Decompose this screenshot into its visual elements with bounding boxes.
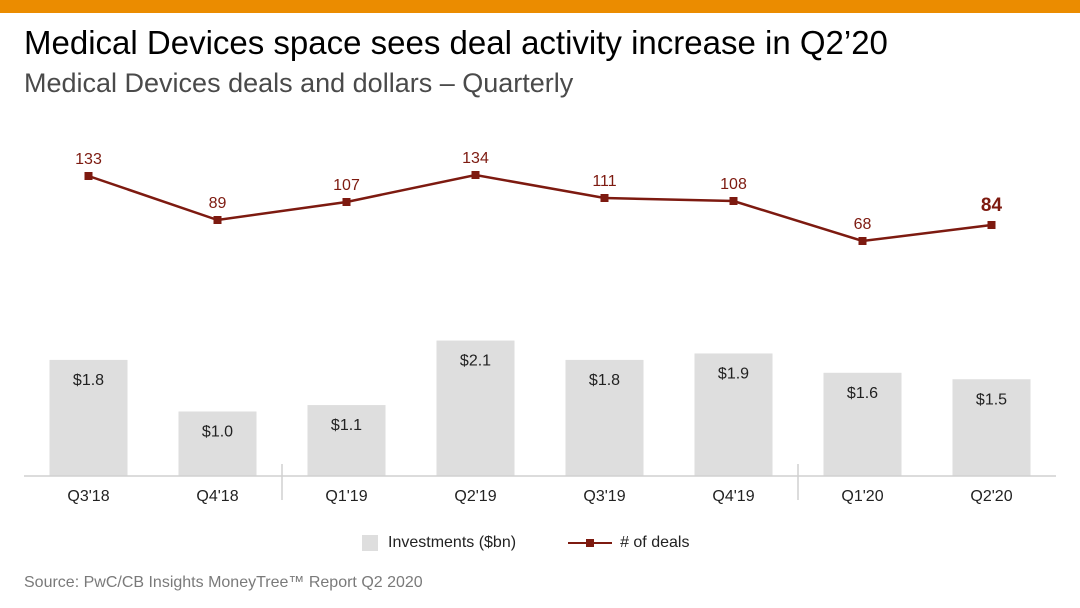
x-tick-label-3: Q2'19: [454, 488, 496, 505]
x-tick-label-6: Q1'20: [841, 488, 883, 505]
legend-item-deals: # of deals: [568, 534, 689, 552]
deals-label-1: 89: [209, 195, 227, 212]
legend-swatch-deals: [568, 535, 613, 551]
deals-point-7: [987, 221, 996, 229]
deals-point-1: [213, 216, 222, 224]
deals-point-4: [600, 194, 609, 202]
legend-label-investments: Investments ($bn): [388, 534, 517, 551]
bar-0: [49, 359, 128, 476]
deals-label-5: 108: [720, 176, 747, 193]
legend-label-deals: # of deals: [620, 534, 690, 551]
bar-label-6: $1.6: [847, 385, 878, 402]
source-note: Source: PwC/CB Insights MoneyTree™ Repor…: [24, 574, 423, 591]
bar-label-2: $1.1: [331, 417, 362, 434]
x-tick-label-5: Q4'19: [712, 488, 754, 505]
bar-2: [307, 405, 386, 476]
top-accent-bar: [0, 0, 1080, 13]
deals-point-0: [84, 172, 93, 180]
bar-label-0: $1.8: [73, 372, 104, 389]
bar-label-1: $1.0: [202, 424, 233, 441]
bar-label-5: $1.9: [718, 365, 749, 382]
x-tick-label-2: Q1'19: [325, 488, 367, 505]
bar-label-4: $1.8: [589, 372, 620, 389]
bar-6: [823, 372, 902, 476]
bar-1: [178, 411, 257, 476]
deals-point-6: [858, 237, 867, 245]
deals-label-2: 107: [333, 177, 360, 194]
page-title: Medical Devices space sees deal activity…: [24, 24, 888, 61]
deals-line: [88, 173, 992, 243]
deals-point-5: [729, 197, 738, 205]
bar-5: [694, 353, 773, 476]
bar-3: [436, 340, 515, 476]
deals-label-4: 111: [592, 173, 616, 190]
deals-point-2: [342, 198, 351, 206]
x-tick-label-4: Q3'19: [583, 488, 625, 505]
deals-label-6: 68: [854, 216, 872, 233]
bar-4: [565, 359, 644, 476]
bar-7: [952, 379, 1031, 476]
x-tick-label-0: Q3'18: [67, 488, 109, 505]
bar-label-3: $2.1: [460, 353, 491, 370]
page-subtitle: Medical Devices deals and dollars – Quar…: [24, 68, 574, 98]
legend-swatch-investments: [362, 535, 378, 551]
deals-label-7: 84: [981, 195, 1003, 216]
bar-label-7: $1.5: [976, 391, 1007, 408]
chart-legend: Investments ($bn) # of deals: [362, 534, 741, 552]
deals-point-3: [471, 171, 480, 179]
deals-label-3: 134: [462, 150, 489, 167]
x-tick-label-7: Q2'20: [970, 488, 1012, 505]
deals-label-0: 133: [75, 151, 102, 168]
legend-item-investments: Investments ($bn): [362, 534, 516, 552]
x-tick-label-1: Q4'18: [196, 488, 238, 505]
